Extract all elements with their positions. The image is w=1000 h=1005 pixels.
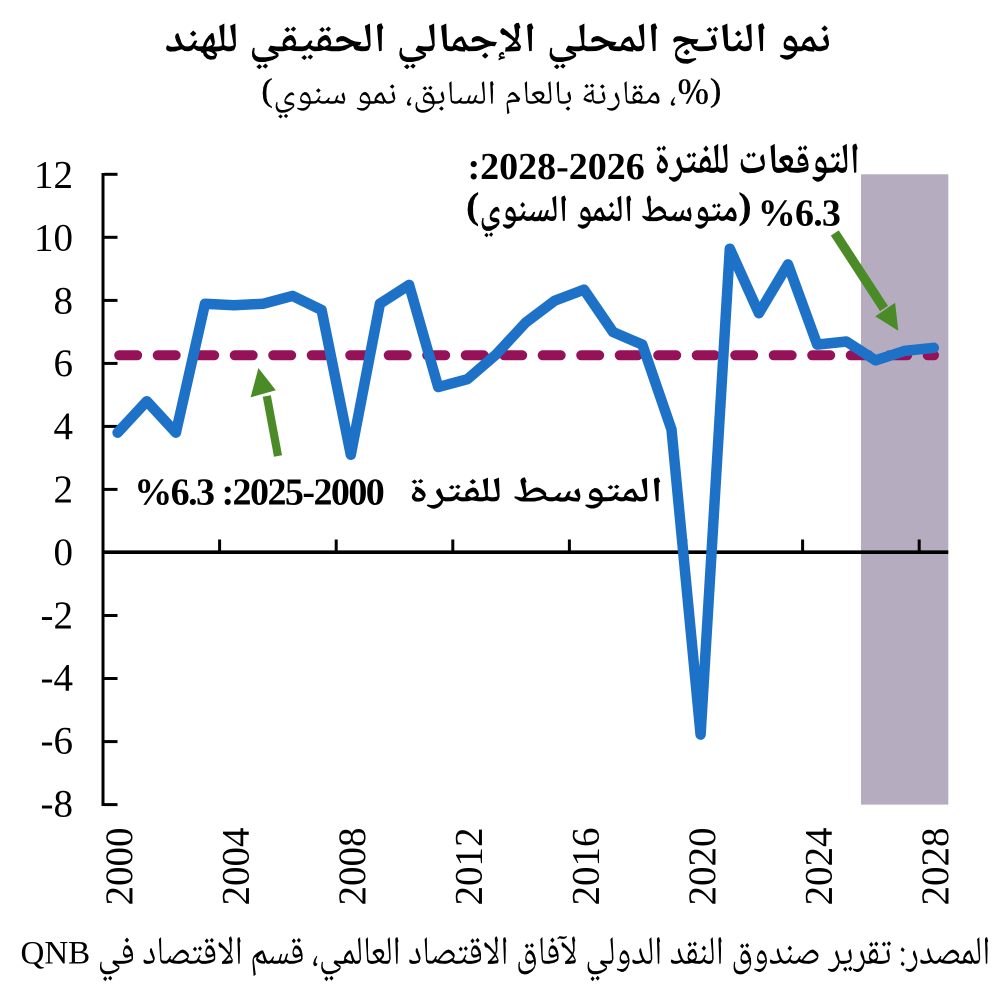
svg-text:%6.3: %6.3 [758,192,840,234]
svg-text:-8: -8 [41,783,74,826]
svg-text:QNB: QNB [21,936,91,972]
svg-text:2004: 2004 [215,828,258,906]
svg-text:10: 10 [34,216,73,259]
svg-text:2: 2 [54,468,74,511]
svg-text::2028-2026: :2028-2026 [468,146,645,188]
svg-text:4: 4 [54,405,74,448]
svg-text:%6.3 :2025-2000: %6.3 :2025-2000 [134,471,384,513]
svg-text:-4: -4 [41,657,74,700]
svg-text:8: 8 [54,279,74,322]
svg-text:12: 12 [34,154,73,197]
svg-text:2020: 2020 [681,828,724,906]
svg-text:2024: 2024 [798,828,841,906]
svg-text:6: 6 [54,342,74,385]
svg-text:0: 0 [54,531,74,574]
svg-text:2012: 2012 [448,828,491,906]
svg-text:2000: 2000 [98,828,141,906]
svg-text:-6: -6 [41,720,74,763]
svg-text:2016: 2016 [564,828,607,906]
svg-text:2008: 2008 [331,828,374,906]
svg-text:-2: -2 [41,594,74,637]
svg-text:2028: 2028 [914,828,957,906]
